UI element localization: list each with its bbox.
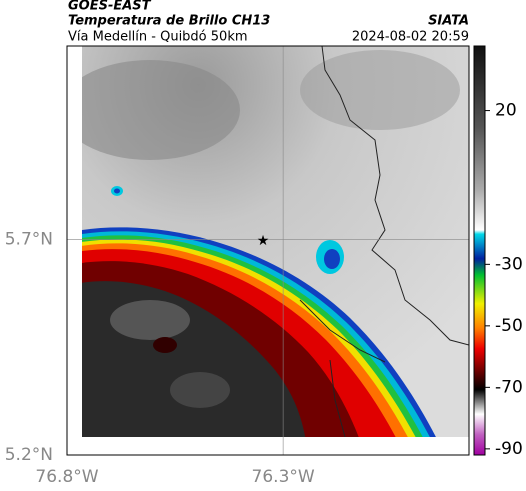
colorbar [473, 45, 486, 456]
colorbar-tick-label: -50 [495, 316, 523, 336]
product: GOES-EAST [68, 0, 152, 14]
colorbar-tick-label: -30 [495, 254, 523, 274]
colorbar-tick-label: -90 [495, 439, 523, 459]
title: Temperatura de Brillo CH13 [68, 14, 270, 29]
x-tick-label: 76.3°W [252, 467, 315, 487]
datetime: 2024-08-02 20:59 [352, 30, 469, 45]
colorbar-tick-label: -70 [495, 377, 523, 397]
subtitle: Vía Medellín - Quibdó 50km [68, 30, 248, 45]
map-frame [66, 45, 470, 456]
city-marker: ★ [257, 233, 270, 249]
y-tick-label: 5.7°N [5, 230, 53, 250]
colorbar-tick-label: 20 [495, 101, 517, 121]
y-tick-label: 5.2°N [5, 445, 53, 465]
satellite-image [82, 46, 469, 437]
x-tick-label: 76.8°W [35, 467, 98, 487]
source: SIATA [428, 14, 469, 29]
